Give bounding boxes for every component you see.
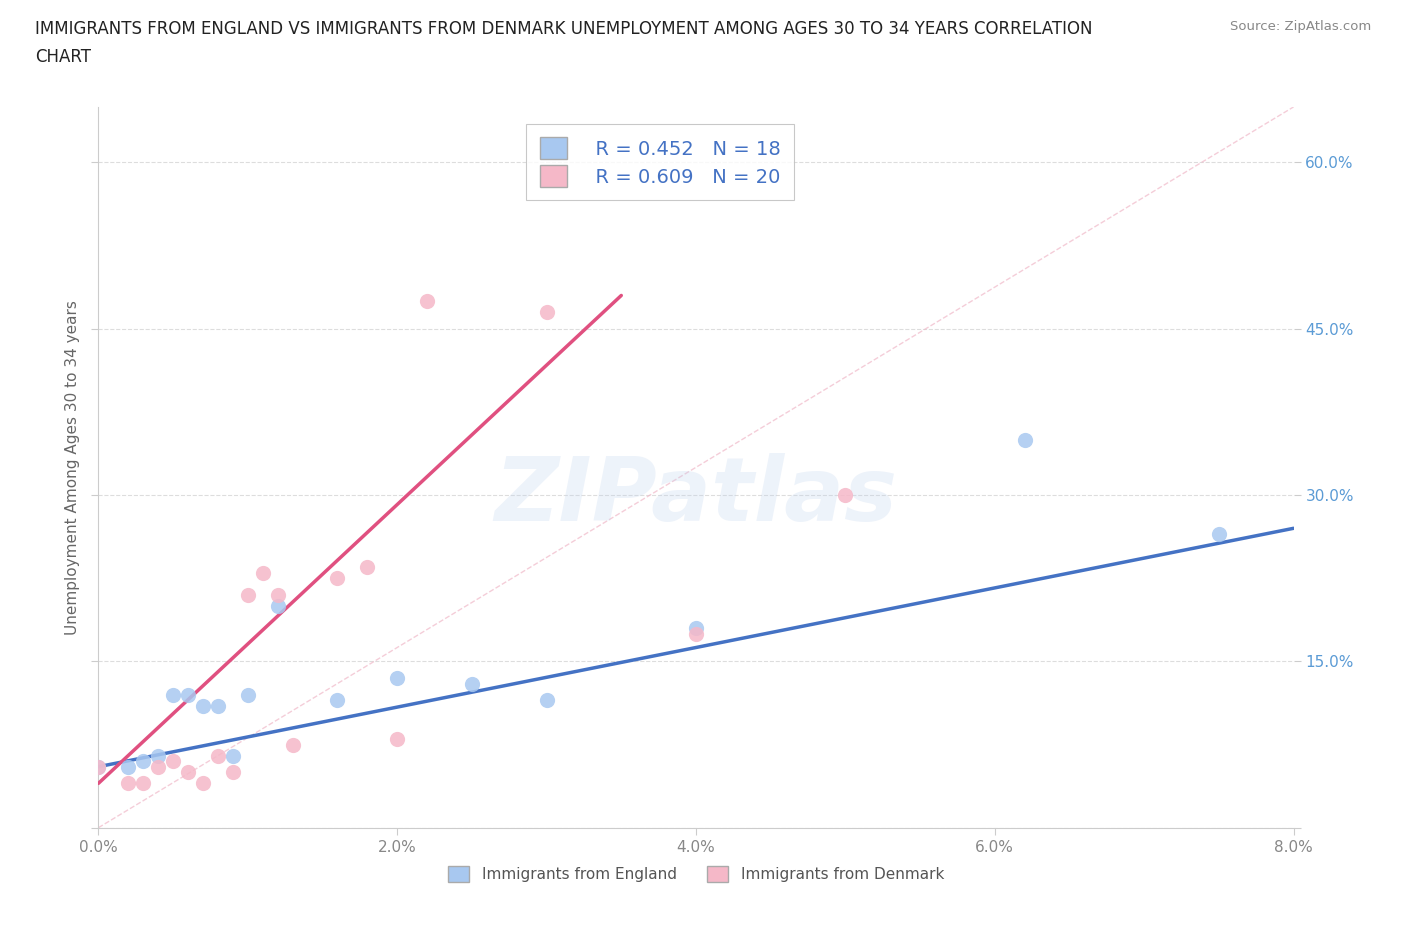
- Point: [177, 687, 200, 702]
- Point: [267, 588, 290, 603]
- Point: [162, 687, 184, 702]
- Point: [191, 776, 214, 790]
- Point: [461, 676, 484, 691]
- Point: [177, 764, 200, 779]
- Point: [834, 487, 856, 502]
- Point: [281, 737, 304, 752]
- Point: [416, 294, 439, 309]
- Point: [326, 571, 349, 586]
- Text: Source: ZipAtlas.com: Source: ZipAtlas.com: [1230, 20, 1371, 33]
- Point: [536, 305, 558, 320]
- Point: [385, 671, 409, 685]
- Point: [132, 776, 155, 790]
- Point: [87, 759, 110, 774]
- Point: [356, 560, 378, 575]
- Point: [236, 687, 259, 702]
- Point: [1014, 432, 1036, 447]
- Point: [132, 753, 155, 768]
- Point: [236, 588, 259, 603]
- Point: [685, 620, 707, 635]
- Point: [207, 698, 229, 713]
- Point: [385, 732, 409, 747]
- Point: [207, 748, 229, 763]
- Point: [252, 565, 274, 580]
- Point: [222, 748, 245, 763]
- Point: [162, 753, 184, 768]
- Text: ZIPatlas: ZIPatlas: [495, 453, 897, 539]
- Y-axis label: Unemployment Among Ages 30 to 34 years: Unemployment Among Ages 30 to 34 years: [65, 299, 80, 635]
- Point: [326, 693, 349, 708]
- Point: [148, 759, 170, 774]
- Legend: Immigrants from England, Immigrants from Denmark: Immigrants from England, Immigrants from…: [441, 860, 950, 888]
- Point: [536, 693, 558, 708]
- Point: [117, 759, 139, 774]
- Point: [222, 764, 245, 779]
- Point: [685, 626, 707, 641]
- Point: [87, 759, 110, 774]
- Point: [148, 748, 170, 763]
- Point: [267, 599, 290, 614]
- Text: CHART: CHART: [35, 48, 91, 66]
- Point: [1208, 526, 1230, 541]
- Text: IMMIGRANTS FROM ENGLAND VS IMMIGRANTS FROM DENMARK UNEMPLOYMENT AMONG AGES 30 TO: IMMIGRANTS FROM ENGLAND VS IMMIGRANTS FR…: [35, 20, 1092, 38]
- Point: [191, 698, 214, 713]
- Point: [117, 776, 139, 790]
